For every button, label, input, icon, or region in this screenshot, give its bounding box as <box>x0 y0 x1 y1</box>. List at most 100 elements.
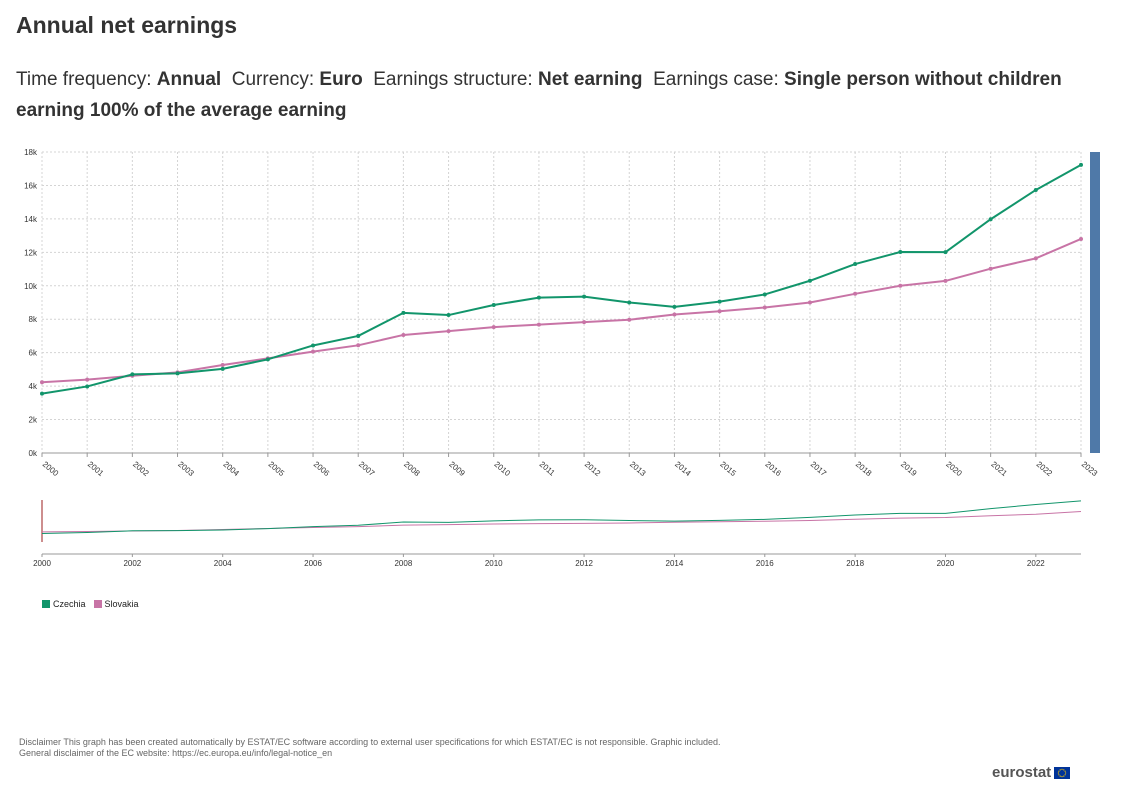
flag-star <box>1064 770 1066 772</box>
data-point-czechia[interactable] <box>762 292 767 297</box>
data-point-slovakia[interactable] <box>40 380 44 385</box>
data-point-slovakia[interactable] <box>717 309 722 314</box>
filter-value-currency: Euro <box>319 69 363 90</box>
chart-subtitle: Time frequency: Annual Currency: Euro Ea… <box>16 64 1106 126</box>
data-point-czechia[interactable] <box>717 299 722 304</box>
filter-value-case: Single person without children earning 1… <box>16 69 1062 121</box>
series[interactable] <box>40 162 1083 396</box>
data-point-czechia[interactable] <box>807 278 812 283</box>
legend-item-czechia[interactable]: Czechia <box>42 599 86 609</box>
x-tick-label: 2007 <box>357 460 377 479</box>
data-point-czechia[interactable] <box>943 250 948 255</box>
data-point-czechia[interactable] <box>130 372 135 377</box>
flag-star <box>1061 775 1063 777</box>
navigator-tick-label: 2016 <box>756 559 774 568</box>
flag-star <box>1059 775 1061 777</box>
navigator-tick-label: 2012 <box>575 559 593 568</box>
data-point-slovakia[interactable] <box>446 329 451 334</box>
flag-star <box>1063 768 1065 770</box>
y-tick-label: 0k <box>29 449 38 458</box>
data-point-czechia[interactable] <box>988 217 993 222</box>
data-point-czechia[interactable] <box>265 357 270 362</box>
data-point-czechia[interactable] <box>627 300 632 305</box>
data-point-czechia[interactable] <box>1079 162 1083 167</box>
x-tick-label: 2005 <box>267 460 287 479</box>
data-point-slovakia[interactable] <box>898 283 903 288</box>
data-point-czechia[interactable] <box>220 366 225 371</box>
x-tick-label: 2002 <box>131 460 151 479</box>
filter-value-structure: Net earning <box>537 69 643 90</box>
eurostat-logo[interactable]: eurostat <box>992 764 1071 781</box>
navigator-tick-label: 2000 <box>33 559 51 568</box>
x-tick-label: 2009 <box>447 460 467 479</box>
series-line-slovakia[interactable] <box>41 238 1082 384</box>
data-point-czechia[interactable] <box>401 310 406 315</box>
x-tick-label: 2003 <box>176 460 196 479</box>
x-tick-label: 2001 <box>86 460 106 479</box>
y-tick-label: 6k <box>29 349 38 358</box>
data-point-czechia[interactable] <box>853 262 858 267</box>
data-point-slovakia[interactable] <box>85 377 90 382</box>
series-line-czechia[interactable] <box>41 164 1082 395</box>
data-point-slovakia[interactable] <box>1079 236 1083 241</box>
navigator-tick-label: 2018 <box>846 559 864 568</box>
y-tick-label: 2k <box>29 416 38 425</box>
data-point-slovakia[interactable] <box>627 317 632 322</box>
legend-label-czechia: Czechia <box>53 599 86 609</box>
x-tick-label: 2023 <box>1080 460 1100 479</box>
navigator-line-czechia <box>41 500 1082 535</box>
data-point-czechia[interactable] <box>356 333 361 338</box>
eu-flag-icon <box>1054 766 1071 779</box>
data-point-slovakia[interactable] <box>582 320 587 325</box>
x-tick-label: 2022 <box>1035 460 1055 479</box>
navigator[interactable]: 2000 2002 2004 2006 2008 2010 2012 2014 2016 2018… <box>33 500 1082 568</box>
data-point-slovakia[interactable] <box>853 291 858 296</box>
x-tick-label: 2006 <box>312 460 332 479</box>
data-point-slovakia[interactable] <box>311 349 316 354</box>
data-point-slovakia[interactable] <box>491 325 496 330</box>
data-point-slovakia[interactable] <box>988 266 993 271</box>
data-point-slovakia[interactable] <box>356 343 361 348</box>
data-point-czechia[interactable] <box>536 295 541 300</box>
x-tick-label: 2010 <box>492 460 512 479</box>
data-point-czechia[interactable] <box>898 249 903 254</box>
y-tick-label: 18k <box>24 148 38 157</box>
data-point-czechia[interactable] <box>491 303 496 308</box>
flag-star <box>1058 770 1060 772</box>
data-point-slovakia[interactable] <box>1033 256 1038 261</box>
data-point-czechia[interactable] <box>1033 187 1038 192</box>
navigator-tick-label: 2004 <box>214 559 232 568</box>
data-point-slovakia[interactable] <box>807 300 812 305</box>
data-point-slovakia[interactable] <box>943 278 948 283</box>
flag-star <box>1058 773 1060 775</box>
data-point-czechia[interactable] <box>446 313 451 318</box>
y-tick-label: 14k <box>24 215 38 224</box>
data-point-czechia[interactable] <box>40 391 44 396</box>
data-point-czechia[interactable] <box>582 294 587 299</box>
data-point-slovakia[interactable] <box>220 363 225 368</box>
data-point-czechia[interactable] <box>85 384 90 389</box>
navigator-tick-label: 2020 <box>937 559 955 568</box>
data-point-czechia[interactable] <box>672 304 677 309</box>
range-scroll-handle[interactable] <box>1090 152 1100 453</box>
data-point-czechia[interactable] <box>175 371 180 376</box>
x-tick-label: 2017 <box>809 460 829 479</box>
flag-star <box>1061 768 1063 770</box>
x-tick-label: 2008 <box>402 460 422 479</box>
data-point-slovakia[interactable] <box>672 312 677 317</box>
axes: 0k 2k 4k 6k 8k 10k 12k 14k 16k 18k 2000 2001 2002 200… <box>24 148 1099 478</box>
data-point-czechia[interactable] <box>311 343 316 348</box>
legend-swatch-czechia <box>42 600 50 608</box>
x-tick-label: 2014 <box>673 460 693 479</box>
flag-star <box>1064 773 1066 775</box>
data-point-slovakia[interactable] <box>401 332 406 337</box>
data-point-slovakia[interactable] <box>536 322 541 327</box>
navigator-tick-label: 2002 <box>123 559 141 568</box>
legend-swatch-slovakia <box>93 600 102 608</box>
legend-item-slovakia[interactable]: Slovakia <box>93 599 139 609</box>
y-tick-label: 8k <box>29 315 38 324</box>
filter-label-currency: Currency: <box>231 69 320 90</box>
data-point-slovakia[interactable] <box>762 305 767 310</box>
x-tick-label: 2019 <box>899 460 919 479</box>
